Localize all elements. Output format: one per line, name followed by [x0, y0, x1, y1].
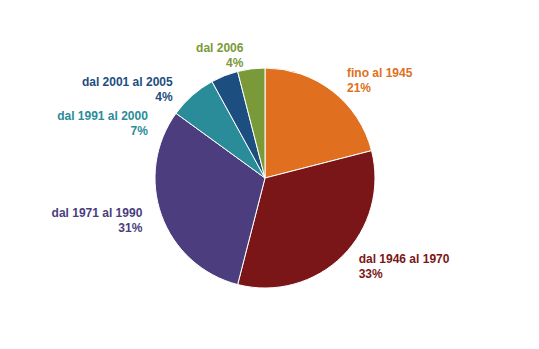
- slice-label: fino al 194521%: [347, 66, 413, 95]
- slice-labels: fino al 194521%dal 1946 al 197033%dal 19…: [52, 41, 450, 281]
- slice-label-category: fino al 1945: [347, 66, 413, 80]
- slice-label-value: 21%: [347, 81, 371, 95]
- slice-label: dal 1991 al 20007%: [57, 109, 148, 138]
- slice-label-value: 4%: [226, 56, 244, 70]
- pie-slice: [238, 68, 265, 178]
- slice-label: dal 1971 al 199031%: [52, 206, 143, 235]
- slice-label-category: dal 1946 al 1970: [359, 252, 450, 266]
- chart: fino al 194521%dal 1946 al 197033%dal 19…: [0, 0, 539, 349]
- slice-label-category: dal 1971 al 1990: [52, 206, 143, 220]
- slice-label: dal 20064%: [196, 41, 244, 70]
- pie: [155, 68, 375, 288]
- slice-label-category: dal 2001 al 2005: [82, 75, 173, 89]
- slice-label-value: 4%: [155, 90, 173, 104]
- slice-label: dal 2001 al 20054%: [82, 75, 173, 104]
- slice-label-value: 31%: [118, 221, 142, 235]
- slice-label-category: dal 1991 al 2000: [57, 109, 148, 123]
- slice-label: dal 1946 al 197033%: [359, 252, 450, 281]
- slice-label-value: 7%: [131, 124, 149, 138]
- slice-label-value: 33%: [359, 267, 383, 281]
- slice-label-category: dal 2006: [196, 41, 244, 55]
